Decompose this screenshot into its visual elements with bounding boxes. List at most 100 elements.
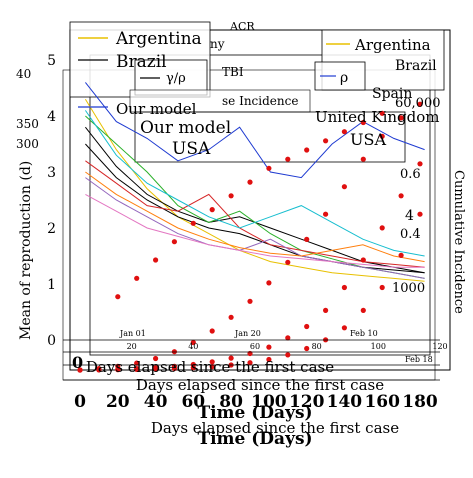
scatter-point-2-16 — [379, 284, 385, 291]
scatter-point-0-10 — [266, 280, 272, 286]
scatter-point-1-17 — [398, 193, 404, 199]
y-tick-label-5: 5 — [47, 53, 56, 69]
legend-label-brazil-right: Brazil — [395, 58, 437, 74]
scatter-point-2-15 — [360, 307, 366, 313]
date-label-feb18: Feb 18 — [405, 355, 433, 364]
x-tick-label-7: 140 — [327, 392, 363, 412]
xlabel-time-days-2: Time (Days) — [197, 429, 312, 449]
x-tick-label-9: 180 — [402, 392, 438, 412]
scatter-point-0-9 — [247, 298, 253, 304]
scatter-point-3-12 — [341, 129, 347, 135]
x-tick-label-0: 0 — [74, 392, 86, 412]
legend-label-rho: ρ — [340, 70, 348, 86]
legend-label-spain: Spain — [372, 86, 412, 102]
series-line-9 — [85, 193, 425, 268]
x-tick-small-0: 20 — [127, 342, 137, 351]
scatter-point-1-16 — [379, 225, 385, 231]
label-tbi: TBI — [222, 65, 244, 79]
xlabel-time-days-1: Time (Days) — [197, 403, 312, 423]
scatter-point-3-8 — [266, 165, 272, 171]
scatter-point-0-15 — [360, 156, 366, 162]
xlabel-days-elapsed-2: Days elapsed since the first case — [136, 376, 384, 394]
scatter-point-2-12 — [304, 345, 310, 352]
series-layer — [84, 82, 425, 282]
scatter-point-1-8 — [228, 355, 234, 361]
scatter-point-2-0 — [77, 367, 83, 373]
scatter-point-0-8 — [228, 314, 234, 320]
x-tick-small-1: 40 — [188, 342, 198, 351]
legend-label-uk: United Kingdom — [315, 108, 440, 126]
label-germany: ny — [210, 37, 225, 51]
scatter-point-2-10 — [266, 356, 272, 363]
scatter-point-3-2 — [153, 257, 159, 263]
scatter-point-1-14 — [341, 284, 347, 291]
legend-label-our-model-2: Our model — [140, 118, 231, 138]
scatter-point-2-2 — [115, 367, 121, 373]
scatter-point-0-18 — [417, 101, 423, 107]
legend-label-gamma-rho: γ/ρ — [166, 71, 186, 86]
y-tick-label-4: 4 — [47, 109, 56, 125]
scatter-point-0-14 — [341, 184, 347, 190]
x-tick-small-3: 80 — [312, 342, 322, 351]
legend-label-argentina: Argentina — [115, 29, 202, 49]
scatter-point-0-4 — [153, 355, 159, 362]
scatter-point-0-3 — [134, 360, 140, 366]
x-tick-label-3: 60 — [181, 392, 205, 412]
legend-label-usa: USA — [172, 139, 211, 159]
scatter-point-2-6 — [190, 365, 196, 371]
legend-label-usa-right: USA — [350, 130, 386, 149]
legend-box-usa — [134, 111, 406, 163]
scatter-point-3-4 — [190, 220, 196, 226]
scatter-point-0-12 — [304, 236, 310, 242]
y-tick-label-2: 2 — [47, 221, 56, 237]
xlabel-days-elapsed-1: Days elapsed since the first case — [86, 358, 334, 376]
x-tick-label-1: 20 — [106, 392, 130, 412]
right-tick-0.6: 0.6 — [400, 167, 421, 182]
scatter-point-1-13 — [323, 307, 329, 313]
series-line-7 — [84, 110, 425, 257]
scatter-point-0-11 — [285, 259, 291, 265]
scatter-point-3-11 — [323, 138, 329, 144]
scatter-point-3-7 — [247, 179, 253, 185]
x-tick-small-2: 60 — [250, 342, 260, 351]
date-label-feb10: Feb 10 — [350, 329, 378, 338]
scatter-point-2-14 — [341, 325, 347, 331]
left-tick-300: 300 — [16, 137, 39, 151]
scatter-point-1-12 — [304, 323, 310, 330]
label-acr: ACR — [229, 20, 255, 33]
scatter-point-3-6 — [228, 193, 234, 199]
scatter-point-3-5 — [209, 207, 215, 213]
x-tick-label-5: 100 — [251, 392, 287, 412]
scatter-point-1-11 — [285, 335, 291, 341]
scatter-point-2-9 — [247, 360, 253, 366]
scatter-point-2-18 — [417, 211, 423, 217]
left-axis-label: Mean of reproduction (d) — [18, 161, 34, 340]
legend-label-our-model: Our model — [116, 100, 197, 118]
scatter-point-2-4 — [153, 366, 159, 372]
scatter-point-3-10 — [304, 147, 310, 153]
series-line-0 — [84, 98, 425, 282]
scatter-point-3-0 — [115, 294, 121, 300]
scatter-point-2-1 — [96, 367, 102, 373]
date-label-jan01: Jan 01 — [119, 329, 146, 338]
scatter-point-3-3 — [171, 239, 177, 245]
y-tick-label-3: 3 — [47, 165, 56, 181]
right-tick-4: 4 — [405, 208, 414, 224]
scatter-point-1-18 — [417, 161, 423, 167]
scatter-point-1-15 — [360, 257, 366, 263]
right-axis-label: Cumulative Incidence — [451, 170, 466, 314]
scatter-point-3-13 — [360, 119, 366, 126]
x-tick-small-4: 100 — [371, 342, 386, 351]
scatter-point-2-3 — [134, 366, 140, 372]
left-y-ticks: 0 1 2 3 4 5 — [47, 53, 56, 349]
scatter-point-3-9 — [285, 156, 291, 162]
scatter-point-1-10 — [266, 344, 272, 350]
series-line-8 — [85, 171, 425, 263]
date-label-jan20: Jan 20 — [234, 329, 261, 338]
series-line-6 — [85, 177, 425, 279]
scatter-point-3-1 — [134, 275, 140, 281]
scatter-point-1-7 — [209, 359, 215, 365]
scatter-point-2-5 — [171, 365, 177, 372]
scatter-point-2-11 — [285, 352, 291, 358]
